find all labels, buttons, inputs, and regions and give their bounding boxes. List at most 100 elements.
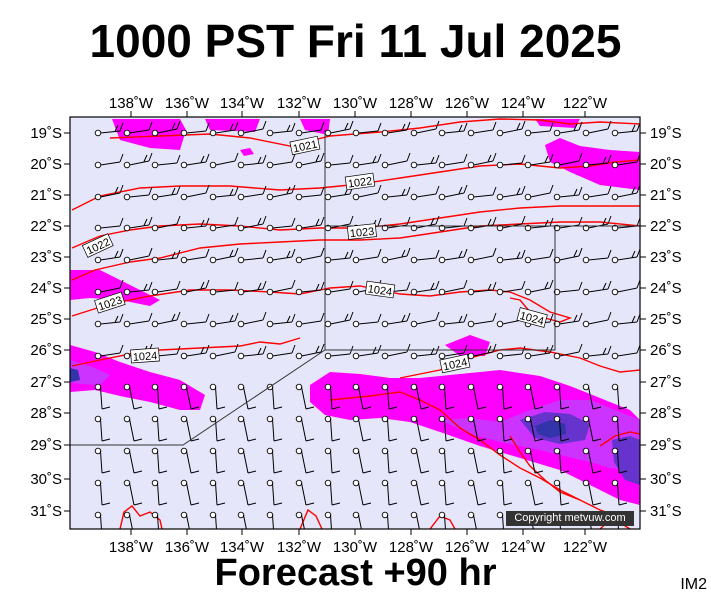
wind-barb	[209, 121, 239, 137]
wind-barb	[151, 415, 168, 442]
longitude-label: 136˚W	[165, 539, 210, 556]
wind-barb	[553, 121, 583, 137]
wind-barb	[180, 479, 200, 506]
latitude-labels-left: 19˚S 20˚S 21˚S 22˚S 23˚S 24˚S 25˚S 26˚S 27˚S 28˚S…	[30, 125, 62, 520]
wind-barb	[611, 447, 628, 474]
wind-barb	[266, 279, 296, 296]
isobar-label: 1024	[367, 283, 393, 298]
wind-barb	[209, 312, 239, 328]
wind-barb	[582, 185, 612, 201]
wind-barb	[352, 479, 372, 506]
latitude-label: 20˚S	[650, 156, 682, 173]
wind-barb	[180, 313, 210, 328]
wind-barb	[324, 511, 332, 529]
wind-barb	[524, 248, 554, 264]
longitude-label: 122˚W	[563, 539, 608, 556]
wind-barb	[352, 184, 382, 201]
wind-barb	[438, 184, 468, 201]
wind-barb	[438, 511, 446, 529]
wind-barb	[94, 344, 124, 360]
wind-barb	[553, 343, 583, 360]
wind-barb	[180, 383, 200, 410]
longitude-label: 128˚W	[389, 95, 434, 112]
isobar-label: 1024	[442, 357, 468, 374]
wind-barb	[381, 312, 411, 328]
wind-barb	[123, 152, 153, 169]
map-title: 1000 PST Fri 11 Jul 2025	[89, 15, 622, 67]
wind-barb	[324, 311, 354, 328]
longitude-label: 132˚W	[277, 539, 322, 556]
latitude-label: 26˚S	[30, 342, 62, 359]
wind-barb	[381, 511, 389, 529]
wind-barb	[237, 479, 257, 506]
wind-barb	[611, 279, 640, 296]
wind-barb	[467, 479, 487, 506]
wind-barb	[410, 383, 430, 410]
wind-barb	[295, 186, 325, 201]
wind-barb	[438, 479, 455, 506]
wind-barb	[266, 415, 283, 442]
wind-barb	[324, 415, 341, 442]
wind-barb	[237, 345, 267, 360]
wind-barb	[496, 415, 513, 442]
wind-barb	[381, 479, 398, 506]
wind-barb	[123, 511, 133, 529]
wind-barb	[582, 479, 602, 506]
latitude-label: 19˚S	[650, 125, 682, 142]
wind-barb	[237, 383, 257, 410]
latitude-label: 21˚S	[650, 187, 682, 204]
latitude-labels-right: 19˚S 20˚S 21˚S 22˚S 23˚S 24˚S 25˚S 26˚S 27˚S 28˚S…	[650, 125, 682, 520]
wind-barb	[553, 383, 570, 410]
wind-barb	[209, 479, 226, 506]
wind-barb	[94, 217, 124, 232]
latitude-label: 30˚S	[30, 471, 62, 488]
wind-barb	[524, 122, 554, 137]
wind-barb	[381, 447, 398, 474]
wind-barb	[180, 248, 210, 264]
wind-barb	[381, 415, 398, 442]
wind-barb	[611, 415, 628, 442]
wind-barb	[438, 153, 468, 169]
wind-barb	[410, 311, 440, 328]
longitude-labels-bottom: 138˚W 136˚W 134˚W 132˚W 130˚W 128˚W 126˚W 124˚W…	[109, 539, 608, 556]
longitude-label: 132˚W	[277, 95, 322, 112]
wind-barb	[352, 153, 382, 169]
wind-barb	[180, 153, 210, 169]
wind-barb	[467, 312, 497, 328]
latitude-label: 29˚S	[650, 437, 682, 454]
wind-barb	[467, 447, 487, 474]
wind-barb	[123, 383, 143, 410]
wind-barb	[180, 217, 210, 232]
wind-barb	[496, 249, 526, 264]
wind-barb	[553, 186, 583, 201]
wind-barb	[209, 281, 239, 296]
latitude-label: 25˚S	[650, 311, 682, 328]
wind-barb	[553, 247, 583, 264]
wind-barb	[237, 154, 267, 169]
wind-barb	[94, 184, 124, 201]
isobar-label: 1023	[349, 226, 375, 240]
wind-barb	[266, 153, 296, 169]
wind-barb	[180, 447, 200, 474]
wind-barb	[467, 343, 497, 360]
wind-barb	[582, 383, 602, 410]
wind-barb	[209, 511, 217, 529]
wind-barb	[209, 343, 239, 360]
wind-barb	[611, 383, 628, 410]
wind-barb	[123, 312, 153, 328]
wind-barb	[94, 415, 111, 442]
isobar-labels: 1021 1022 1022 1023 1023 1024 1024 1024 …	[81, 135, 548, 374]
wind-barb	[410, 511, 420, 529]
wind-barb	[611, 479, 628, 506]
longitude-label: 126˚W	[445, 539, 490, 556]
wind-barb	[410, 120, 440, 137]
wind-barb	[611, 122, 640, 137]
wind-barb	[352, 383, 372, 410]
wind-barb	[467, 415, 487, 442]
wind-barb	[123, 447, 143, 474]
longitude-label: 134˚W	[220, 95, 265, 112]
wind-barb	[553, 281, 583, 296]
wind-barb	[123, 121, 153, 137]
wind-barb	[266, 511, 274, 529]
